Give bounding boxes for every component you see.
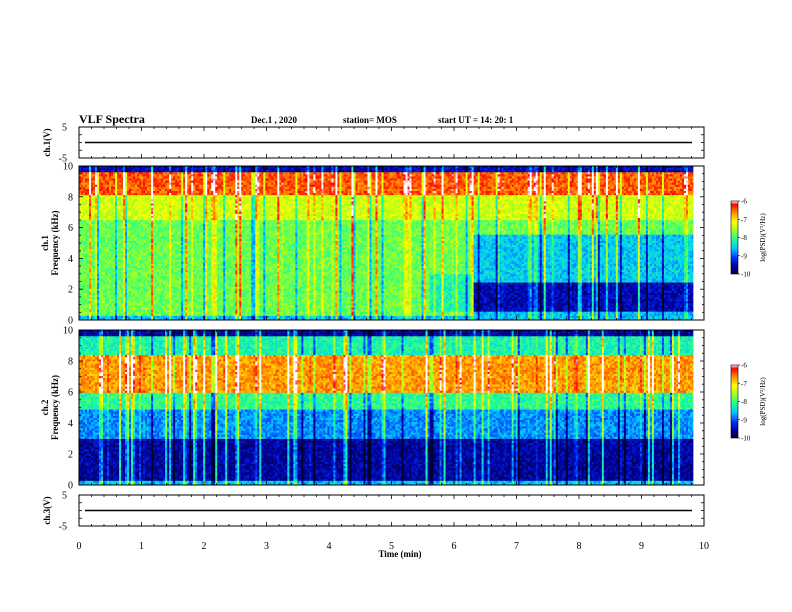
- y-tick-label: 10: [63, 162, 73, 173]
- header-station: station= MOS: [343, 115, 397, 125]
- y-axis-label: ch.3(V): [42, 496, 52, 524]
- y-axis-label: Frequency (kHz): [50, 210, 60, 275]
- spectrogram-cells: [79, 166, 704, 320]
- header-date: Dec.1 , 2020: [251, 115, 297, 125]
- y-tick-label: 2: [68, 450, 73, 461]
- y-tick-label: 0: [68, 481, 73, 492]
- y-tick-label: 8: [68, 357, 73, 368]
- colorbar-tick-label: -8: [741, 234, 747, 242]
- vlf-spectra-figure: VLF Spectra Dec.1 , 2020 station= MOS st…: [0, 0, 792, 612]
- y-tick-label: 2: [68, 285, 73, 296]
- x-tick-label: 10: [699, 541, 709, 552]
- y-tick-label: 4: [68, 419, 73, 430]
- y-tick-label: -5: [59, 522, 67, 533]
- colorbar-label: log(PSD)(V²/Hz): [759, 377, 767, 426]
- y-tick-label: 10: [63, 326, 73, 337]
- y-tick-label: 6: [68, 388, 73, 399]
- colorbar-tick-label: -10: [741, 271, 751, 279]
- panel-ch3-voltage: 5 -5 ch.3(V): [42, 491, 704, 533]
- x-tick-label: 0: [77, 541, 82, 552]
- colorbar-gradient: [731, 201, 738, 274]
- colorbar-gradient: [731, 365, 738, 438]
- x-tick-label: 3: [264, 541, 269, 552]
- y-axis-label-channel: ch.2: [40, 399, 50, 415]
- y-tick-label: 5: [62, 123, 67, 134]
- header-start-time: start UT = 14: 20: 1: [438, 115, 514, 125]
- colorbar-tick-label: -7: [741, 216, 747, 224]
- colorbar: -6 -7 -8 -9 -10 log(PSD)(V²/Hz): [731, 362, 767, 443]
- spectrogram-cells: [79, 330, 704, 485]
- y-axis-label: ch.1(V): [42, 128, 52, 156]
- y-axis-label: Frequency (kHz): [50, 375, 60, 440]
- y-tick-label: 5: [62, 491, 67, 502]
- colorbar-tick-label: -8: [741, 398, 747, 406]
- y-tick-label: 6: [68, 223, 73, 234]
- x-axis-label: Time (min): [378, 549, 421, 559]
- figure-title: VLF Spectra: [79, 112, 145, 126]
- x-tick-label: 7: [514, 541, 519, 552]
- colorbar-tick-label: -6: [741, 362, 747, 370]
- colorbar-tick-label: -6: [741, 198, 747, 206]
- x-tick-label: 6: [452, 541, 457, 552]
- x-tick-label: 9: [639, 541, 644, 552]
- x-tick-label: 4: [327, 541, 332, 552]
- colorbar-tick-label: -10: [741, 435, 751, 443]
- colorbar-tick-label: -9: [741, 252, 747, 260]
- x-tick-label: 8: [577, 541, 582, 552]
- colorbar-tick-label: -7: [741, 380, 747, 388]
- x-tick-label: 1: [139, 541, 144, 552]
- panel-ch1-voltage: 5-5ch.1(V): [42, 123, 704, 165]
- colorbar-tick-label: -9: [741, 416, 747, 424]
- y-axis-label-channel: ch.1: [40, 235, 50, 251]
- y-tick-label: 4: [68, 254, 73, 265]
- panel-ch2-spectrogram: 0 2 4 6 8 10 ch.2 Frequency (kHz) -6 -7 -8 -9 -10 log…: [40, 326, 767, 492]
- colorbar-label: log(PSD)(V²/Hz): [759, 213, 767, 262]
- colorbar: -6 -7 -8 -9 -10 log(PSD)(V²/Hz): [731, 198, 767, 279]
- y-tick-label: 8: [68, 192, 73, 203]
- x-tick-label: 2: [202, 541, 207, 552]
